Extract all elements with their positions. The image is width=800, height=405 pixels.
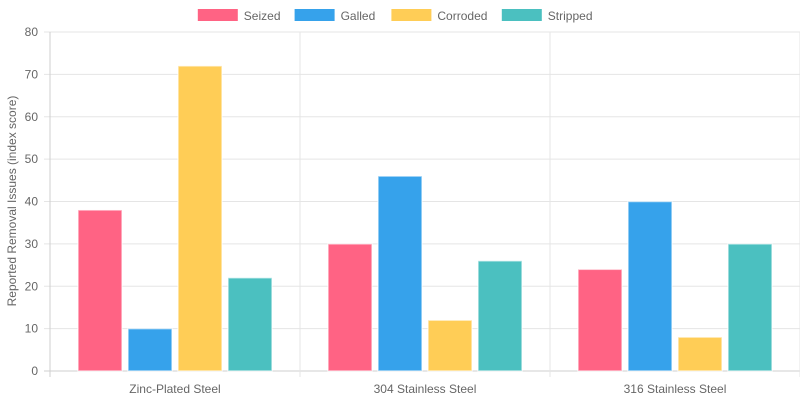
legend-label: Stripped (548, 9, 593, 23)
bar-seized-0[interactable] (77, 209, 123, 372)
bars (77, 65, 773, 372)
legend-item-corroded[interactable]: Corroded (391, 9, 487, 23)
legend: Seized Galled Corroded Stripped (197, 9, 593, 23)
y-tick-label: 80 (25, 25, 39, 39)
legend-swatch (501, 9, 542, 21)
legend-item-seized[interactable]: Seized (197, 9, 281, 23)
x-tick-label: 316 Stainless Steel (624, 382, 727, 396)
legend-item-stripped[interactable]: Stripped (501, 9, 593, 23)
bar-seized-1[interactable] (327, 243, 373, 372)
y-tick-label: 10 (25, 322, 39, 336)
legend-swatch (391, 9, 432, 21)
y-tick-label: 30 (25, 237, 39, 251)
legend-swatch (294, 9, 335, 21)
legend-label: Corroded (437, 9, 487, 23)
bar-galled-2[interactable] (627, 200, 673, 372)
x-tick-label: 304 Stainless Steel (374, 382, 477, 396)
bar-corroded-1[interactable] (427, 319, 473, 372)
bar-galled-0[interactable] (127, 327, 173, 372)
bar-stripped-0[interactable] (227, 277, 273, 372)
y-tick-label: 0 (31, 364, 38, 378)
legend-item-galled[interactable]: Galled (294, 9, 376, 23)
bar-stripped-1[interactable] (477, 260, 523, 372)
bar-galled-1[interactable] (377, 175, 423, 372)
bar-stripped-2[interactable] (727, 243, 773, 372)
y-tick-label: 20 (25, 279, 39, 293)
y-tick-label: 40 (25, 195, 39, 209)
legend-label: Seized (244, 9, 281, 23)
axes: 0 10 20 30 40 50 60 70 80 Zinc-Plated Steel 304 St… (25, 25, 727, 396)
bar-corroded-2[interactable] (677, 336, 723, 372)
y-tick-label: 50 (25, 152, 39, 166)
x-tick-label: Zinc-Plated Steel (129, 382, 220, 396)
y-tick-label: 60 (25, 110, 39, 124)
bar-corroded-0[interactable] (177, 65, 223, 372)
y-axis-title: Reported Removal Issues (index score) (5, 96, 19, 307)
legend-swatch (197, 9, 238, 21)
legend-label: Galled (341, 9, 376, 23)
bar-seized-2[interactable] (577, 268, 623, 372)
y-tick-label: 70 (25, 67, 39, 81)
